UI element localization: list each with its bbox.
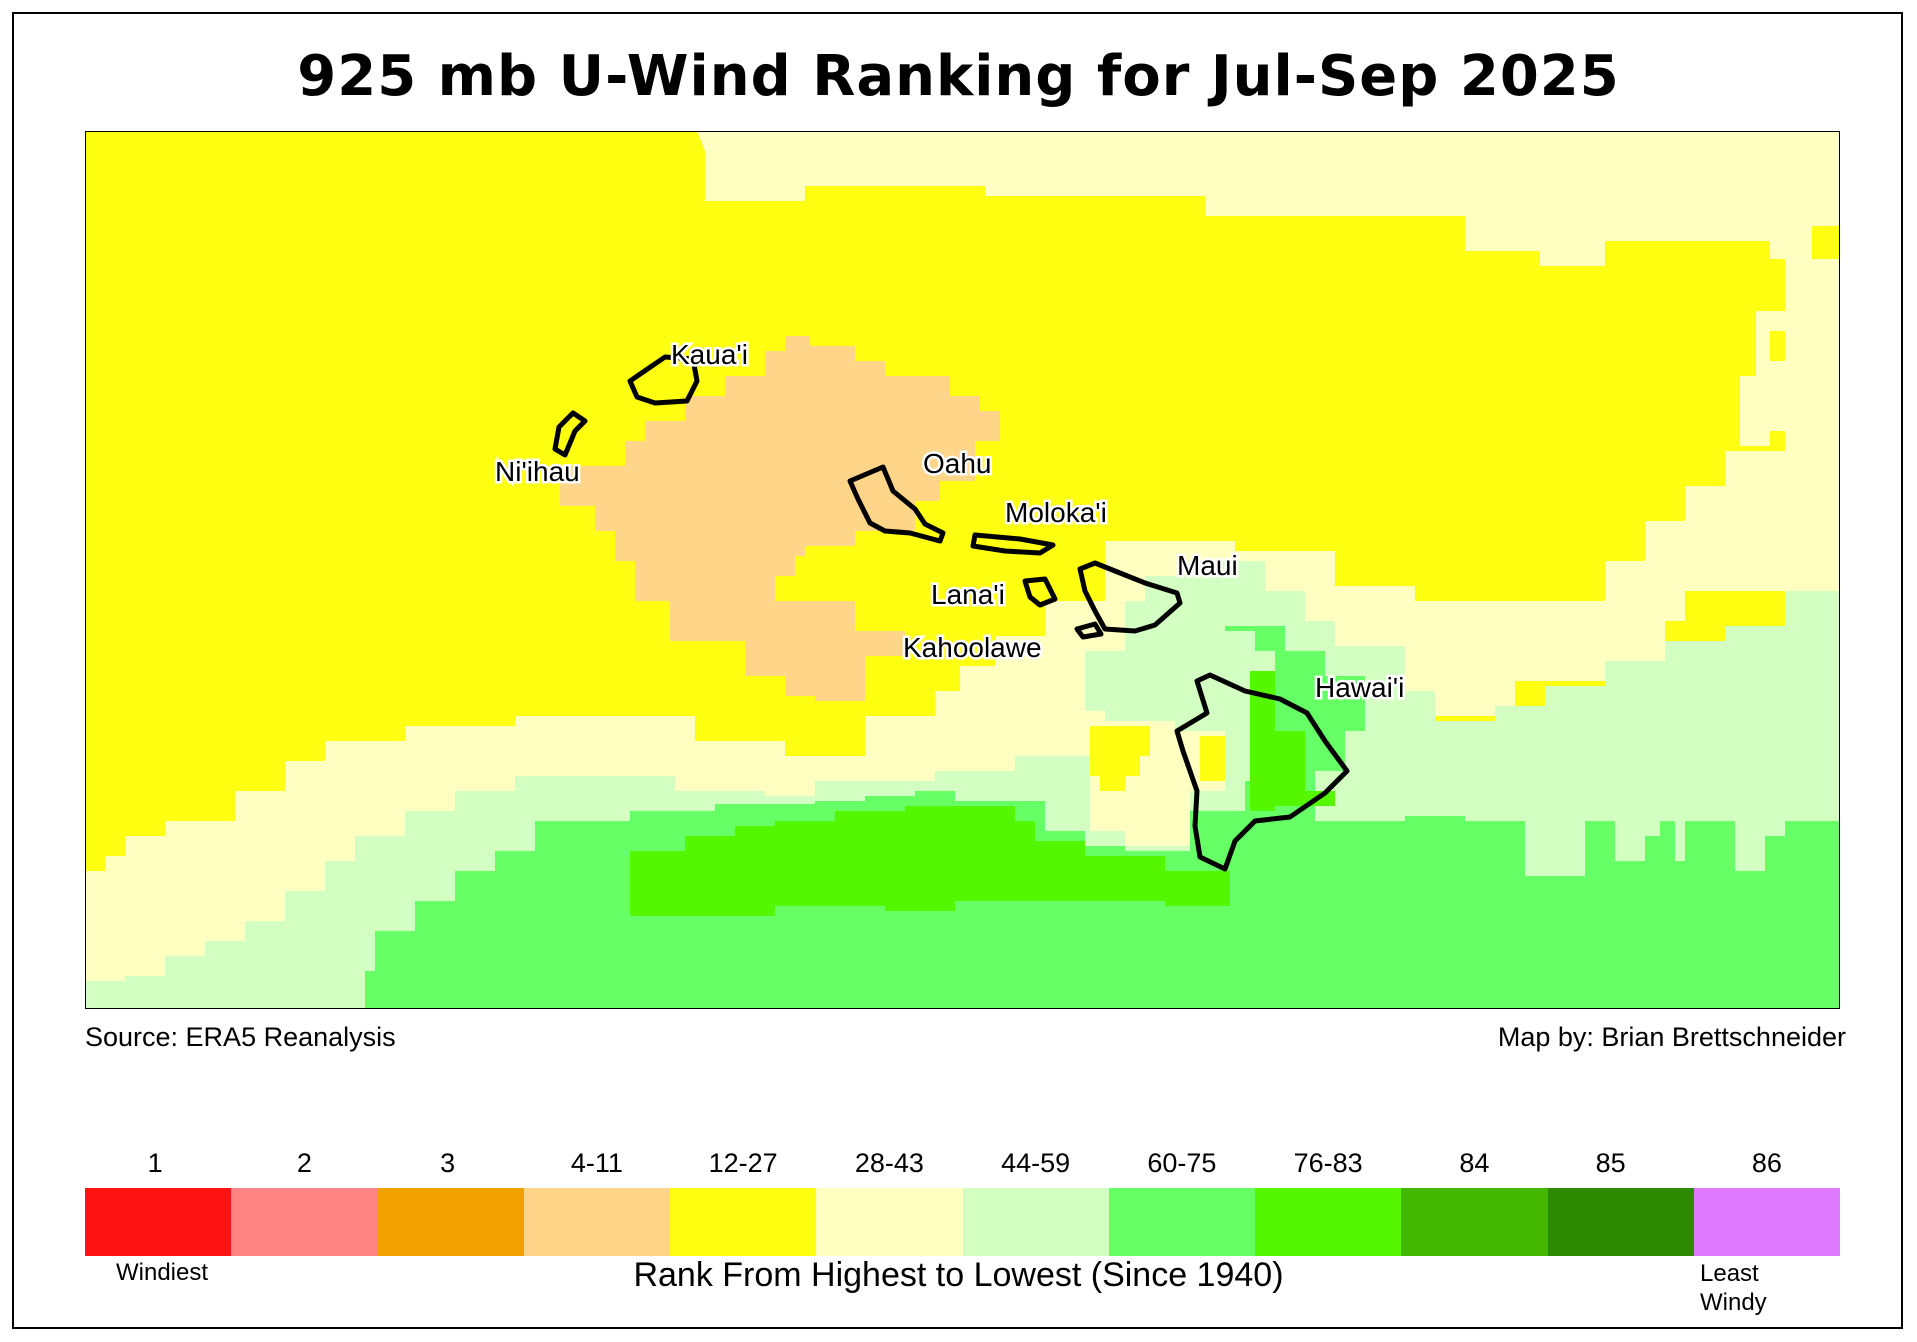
label-molokai: Moloka'i	[1005, 497, 1107, 528]
legend-swatch	[1255, 1188, 1402, 1256]
legend-swatch	[377, 1188, 524, 1256]
label-niihau: Ni'ihau	[495, 456, 580, 487]
legend-swatch	[231, 1188, 378, 1256]
legend-swatch	[1693, 1188, 1840, 1256]
island-oahu	[847, 464, 946, 544]
island-kauai	[627, 354, 700, 406]
legend-swatch	[670, 1188, 817, 1256]
label-kahoolawe: Kahoolawe	[903, 632, 1042, 663]
region-rank-76-83-hawaii	[1250, 671, 1335, 811]
label-oahu: Oahu	[923, 448, 992, 479]
label-lanai: Lana'i	[931, 579, 1005, 610]
island-outlines	[552, 354, 1350, 872]
legend-low-end: Windiest	[116, 1259, 209, 1286]
legend-label: 12-27	[708, 1148, 778, 1178]
region-rank-12-27-hawaii-west	[1090, 726, 1150, 791]
legend-label: 44-59	[1001, 1148, 1071, 1178]
island-lanai	[1022, 576, 1058, 608]
figure-frame	[12, 12, 1903, 1329]
legend-swatch	[962, 1188, 1109, 1256]
island-molokai	[970, 532, 1056, 556]
island-hawaii	[1174, 672, 1350, 872]
label-hawaii: Hawai'i	[1315, 672, 1404, 703]
legend-swatch	[1401, 1188, 1548, 1256]
island-maui	[1077, 560, 1183, 634]
legend-label: 1	[147, 1148, 163, 1178]
credit-note: Map by: Brian Brettschneider	[1497, 1022, 1846, 1052]
legend-label: 76-83	[1293, 1148, 1363, 1178]
legend-swatch	[85, 1188, 232, 1256]
map-title: 925 mb U-Wind Ranking for Jul-Sep 2025	[297, 44, 1620, 109]
legend-label: 2	[296, 1148, 312, 1178]
legend-label: 84	[1459, 1148, 1490, 1178]
legend-swatch	[816, 1188, 963, 1256]
legend-high-end: Least Windy	[1700, 1260, 1767, 1316]
island-labels: Kaua'i Ni'ihau Oahu Moloka'i Lana'i Maui…	[493, 337, 1407, 706]
legend-label: 60-75	[1147, 1148, 1217, 1178]
island-niihau	[552, 410, 588, 458]
legend-label: 3	[440, 1148, 456, 1178]
region-rank-4-11	[560, 336, 1000, 701]
island-kahoolawe	[1074, 621, 1104, 640]
legend-label: 4-11	[570, 1148, 623, 1178]
label-kauai: Kaua'i	[671, 339, 748, 370]
source-note: Source: ERA5 Reanalysis	[85, 1022, 396, 1052]
legend-labels: 1 2 3 4-11 12-27 28-43 44-59 60-75 76-83 84 85 86	[85, 1148, 1840, 1182]
map-border	[85, 131, 1840, 1009]
region-rank-12-27-hawaii-center	[1200, 736, 1225, 781]
legend-colorbar	[85, 1188, 1840, 1256]
legend-label: 85	[1595, 1148, 1626, 1178]
region-rank-76-83-south	[630, 806, 1230, 916]
legend-swatch	[523, 1188, 670, 1256]
legend-label: 28-43	[854, 1148, 924, 1178]
ranking-map: Kaua'i Ni'ihau Oahu Moloka'i Lana'i Maui…	[85, 131, 1840, 1009]
label-maui: Maui	[1177, 550, 1238, 581]
region-rank-28-43-north	[697, 131, 1840, 446]
legend-label: 86	[1751, 1148, 1782, 1178]
legend-swatch	[1108, 1188, 1255, 1256]
legend-caption: Rank From Highest to Lowest (Since 1940)	[633, 1256, 1284, 1294]
legend-swatch	[1547, 1188, 1694, 1256]
